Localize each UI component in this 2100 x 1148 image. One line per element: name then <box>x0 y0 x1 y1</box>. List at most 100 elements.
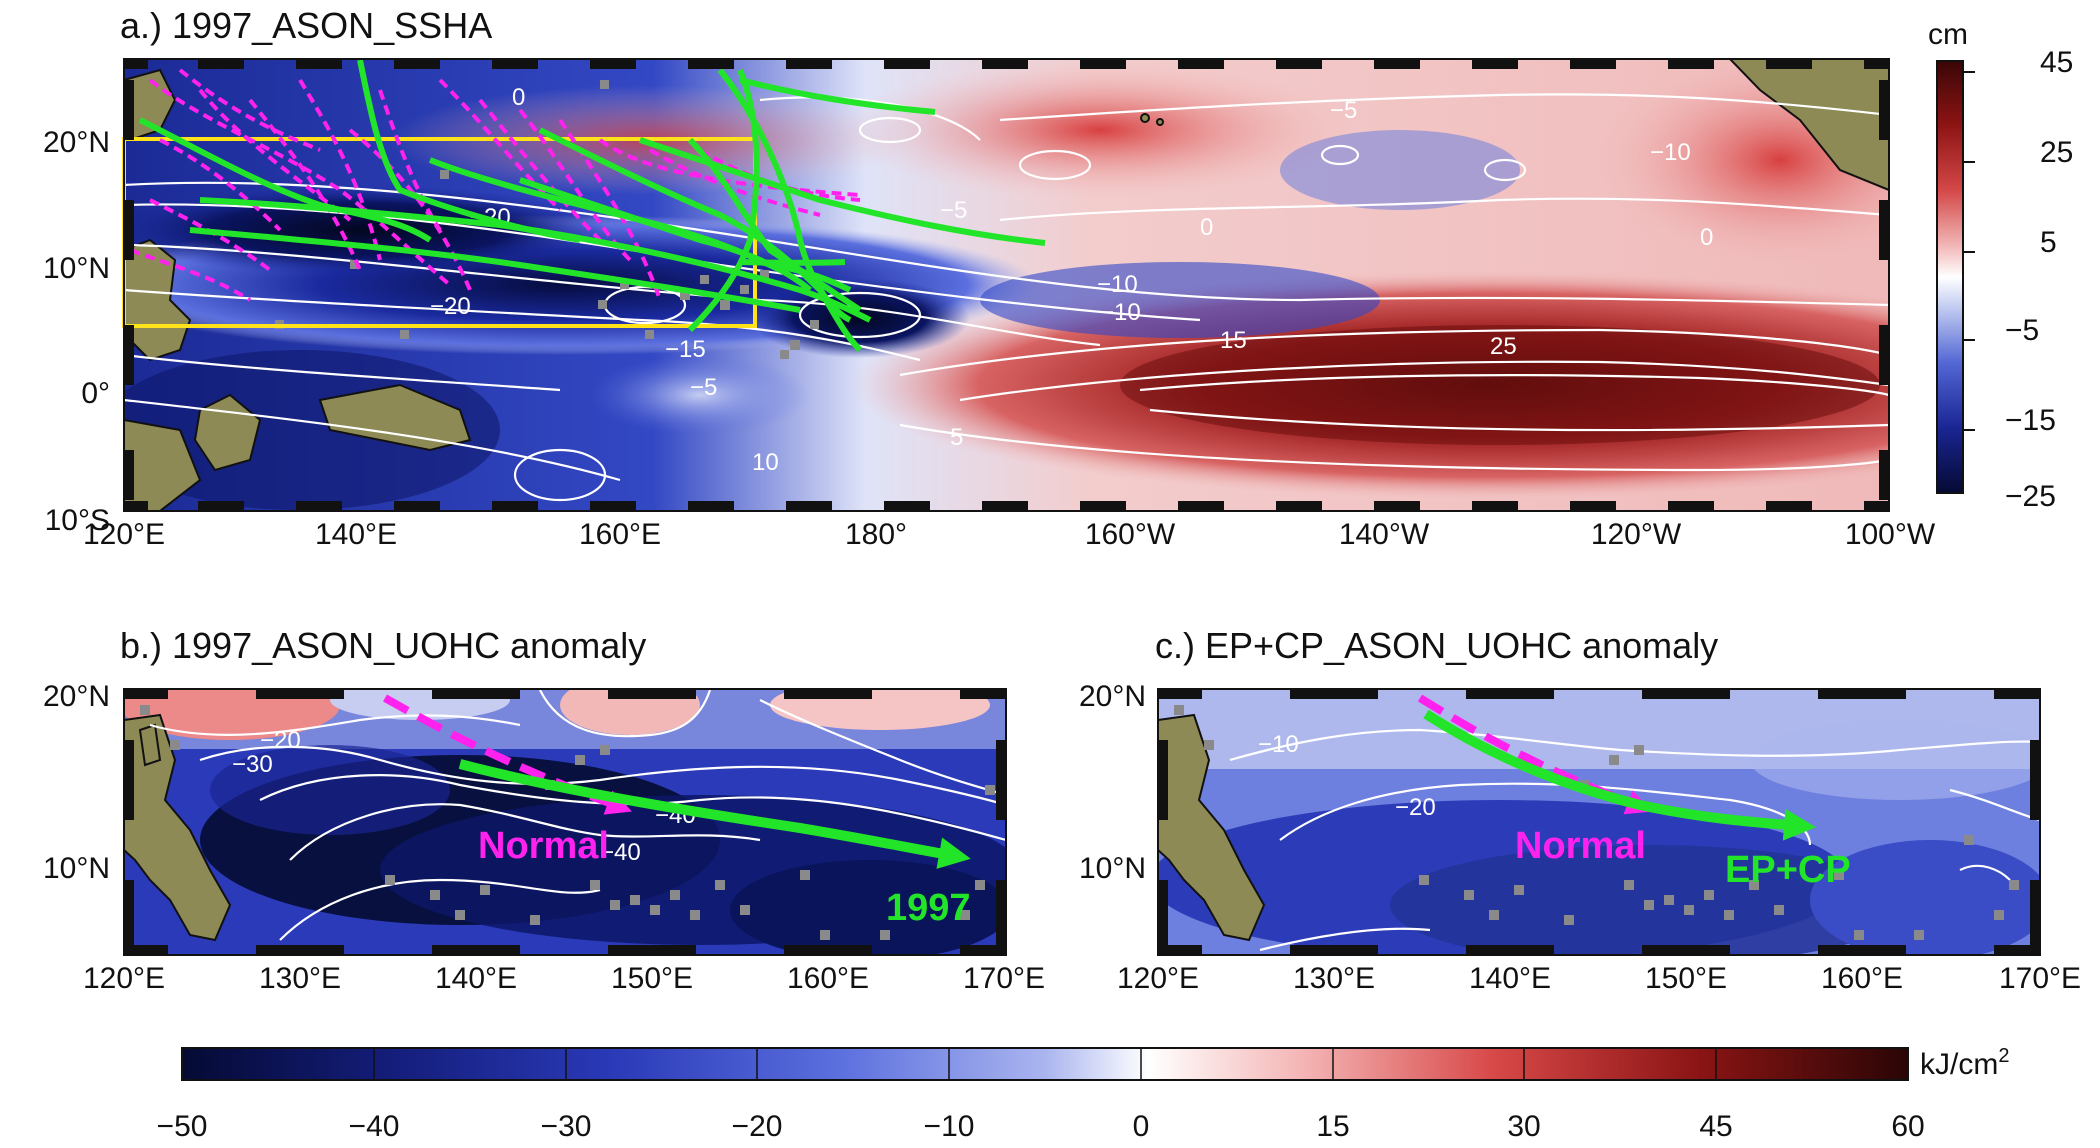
contour-label: 10 <box>752 449 779 476</box>
colorbar-unit: cm <box>1928 18 1968 51</box>
panel-c-islands <box>1174 705 2019 940</box>
contour-label: 15 <box>1220 327 1247 354</box>
panel-a: a.) 1997_ASON_SSHA <box>43 5 2073 551</box>
composite-track-label: EP+CP <box>1725 849 1851 891</box>
colorbar-label: −20 <box>732 1110 783 1143</box>
colorbar-label: −15 <box>2005 404 2056 437</box>
normal-track-arrow <box>383 694 633 815</box>
lon-label: 130°E <box>259 962 341 995</box>
lon-label: 160°W <box>1085 518 1176 551</box>
panel-a-title: a.) 1997_ASON_SSHA <box>120 5 492 46</box>
contour-label: 25 <box>1490 333 1517 360</box>
panel-a-contour-labels: 0 −20 −5 0 −10 −10 −20 −15 −5 15 25 −5 −… <box>430 84 1713 476</box>
lon-label: 140°E <box>1469 962 1551 995</box>
lat-label: 20°N <box>1079 680 1146 713</box>
colorbar-label: 15 <box>1316 1110 1349 1143</box>
lon-label: 180° <box>845 518 907 551</box>
colorbar-label: 30 <box>1507 1110 1540 1143</box>
contour-label: −10 <box>1097 271 1138 298</box>
panel-a-lon-labels: 120°E 140°E 160°E 180° 160°W 140°W 120°W… <box>83 518 1936 551</box>
panel-b-lon-labels: 120°E 130°E 140°E 150°E 160°E 170°E <box>83 962 1045 995</box>
contour-label: 0 <box>1200 214 1213 241</box>
panel-c-land <box>1158 713 1266 942</box>
colorbar-label: −25 <box>2005 480 2056 513</box>
panel-b-frame <box>123 688 1007 956</box>
panel-a-colorbar: cm 45 25 5 −5 −15 −25 <box>1928 18 2073 513</box>
lat-label: 10°S <box>45 504 110 537</box>
panel-c-frame-ticks <box>1158 689 2040 955</box>
contour-label: −20 <box>260 727 301 754</box>
lon-label: 130°E <box>1293 962 1375 995</box>
contour-label: 0 <box>1700 224 1713 251</box>
contour-label: −10 <box>1100 299 1141 326</box>
contour-label: −5 <box>690 374 717 401</box>
normal-track-label: Normal <box>1515 825 1646 867</box>
lon-label: 160°E <box>1821 962 1903 995</box>
panel-a-frame-ticks <box>124 59 1889 511</box>
contour-label: −20 <box>430 293 471 320</box>
colorbar-label: −10 <box>924 1110 975 1143</box>
panel-a-lat-labels: 20°N 10°N 0° 10°S <box>43 126 110 537</box>
panel-a-map <box>124 59 1889 511</box>
lon-label: 170°E <box>1999 962 2081 995</box>
colorbar-label: −40 <box>349 1110 400 1143</box>
lon-label: 140°E <box>435 962 517 995</box>
lat-label: 20°N <box>43 126 110 159</box>
lon-label: 150°E <box>1645 962 1727 995</box>
panel-a-1997-tracks <box>138 59 1046 353</box>
panel-c: c.) EP+CP_ASON_UOHC anomaly −10 −20 <box>1079 625 2081 995</box>
year-track-label: 1997 <box>886 887 971 929</box>
panel-b: b.) 1997_ASON_UOHC anomaly <box>43 625 1045 995</box>
panel-b-map <box>124 689 1006 955</box>
contour-label: −5 <box>940 197 967 224</box>
colorbar-label: 60 <box>1891 1110 1924 1143</box>
panel-b-frame-ticks <box>124 689 1006 955</box>
colorbar-label: 5 <box>2040 226 2057 259</box>
lat-label: 10°N <box>43 252 110 285</box>
lat-label: 10°N <box>1079 852 1146 885</box>
lon-label: 120°E <box>83 518 165 551</box>
colorbar-label: 45 <box>2040 46 2073 79</box>
normal-track-label: Normal <box>478 825 609 867</box>
contour-label: −15 <box>665 336 706 363</box>
colorbar-label: 0 <box>1133 1110 1150 1143</box>
contour-label: −10 <box>1258 731 1299 758</box>
contour-label: −10 <box>1650 139 1691 166</box>
lon-label: 120°E <box>1117 962 1199 995</box>
panel-c-title: c.) EP+CP_ASON_UOHC anomaly <box>1155 625 1718 666</box>
colorbar-label: 25 <box>2040 136 2073 169</box>
contour-label: 0 <box>512 84 525 111</box>
lon-label: 100°W <box>1845 518 1936 551</box>
colorbar-label: −50 <box>157 1110 208 1143</box>
lon-label: 140°W <box>1339 518 1430 551</box>
panel-b-tracks <box>383 694 971 869</box>
contour-label: −5 <box>1330 97 1357 124</box>
panel-c-lat-labels: 20°N 10°N <box>1079 680 1146 885</box>
composite-track-arrow <box>1423 709 1816 841</box>
panel-c-frame <box>1157 688 2041 956</box>
panel-c-contour-labels: −10 −20 <box>1258 731 1436 821</box>
panel-a-islands <box>275 80 819 359</box>
colorbar-unit-base: kJ/cm <box>1920 1048 1998 1081</box>
lon-label: 120°E <box>83 962 165 995</box>
lat-label: 10°N <box>43 852 110 885</box>
contour-label: −30 <box>232 751 273 778</box>
lon-label: 160°E <box>579 518 661 551</box>
lon-label: 120°W <box>1591 518 1682 551</box>
panel-c-map <box>1158 689 2040 955</box>
panel-b-title: b.) 1997_ASON_UOHC anomaly <box>120 625 646 666</box>
panel-b-lat-labels: 20°N 10°N <box>43 680 110 885</box>
panel-b-contours <box>149 689 1006 941</box>
panel-a-land <box>124 59 1889 511</box>
colorbar-label: 45 <box>1699 1110 1732 1143</box>
colorbar-label: −30 <box>541 1110 592 1143</box>
lon-label: 160°E <box>787 962 869 995</box>
panel-c-tracks <box>1417 694 1816 841</box>
bottom-colorbar: −50 −40 −30 −20 −10 0 15 30 45 60 kJ/cm2 <box>157 1045 2010 1143</box>
colorbar-unit: kJ/cm2 <box>1920 1045 2009 1081</box>
contour-label: −20 <box>1395 794 1436 821</box>
colorbar-unit-sup: 2 <box>1998 1045 2009 1067</box>
lat-label: 20°N <box>43 680 110 713</box>
lat-label: 0° <box>81 377 110 410</box>
